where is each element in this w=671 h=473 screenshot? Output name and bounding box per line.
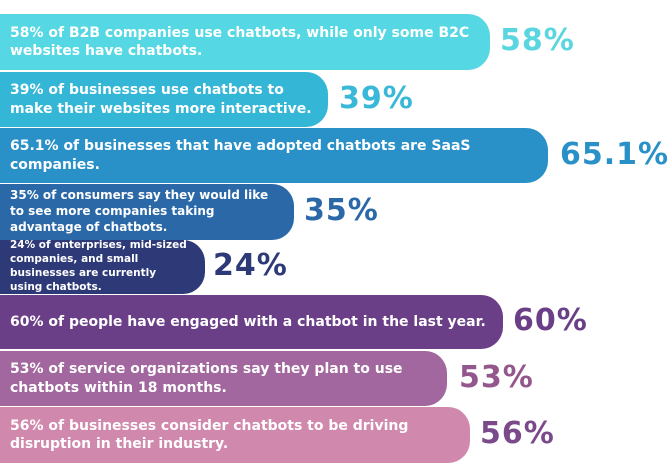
bar-8: 56% of businesses consider chatbots to b… (0, 407, 470, 463)
bar-2-value-label: 39% (339, 80, 414, 116)
bar-1-text: 58% of B2B companies use chatbots, while… (10, 24, 470, 59)
bar-6: 60% of people have engaged with a chatbo… (0, 295, 503, 349)
bar-3-value-label: 65.1% (560, 136, 670, 172)
bar-2: 39% of businesses use chatbots to make t… (0, 72, 328, 127)
bar-8-value-label: 56% (480, 416, 555, 452)
bar-3-text: 65.1% of businesses that have adopted ch… (10, 138, 471, 173)
bar-5-text: 24% of enterprises, mid-sized companies,… (10, 239, 187, 293)
bar-7: 53% of service organizations say they pl… (0, 351, 447, 406)
bar-7-text: 53% of service organizations say they pl… (10, 361, 403, 396)
bar-6-value-label: 60% (513, 303, 588, 339)
bar-1-value-label: 58% (500, 23, 575, 59)
bar-4-value-label: 35% (304, 193, 379, 229)
bar-4: 35% of consumers say they would like to … (0, 184, 294, 240)
bar-1: 58% of B2B companies use chatbots, while… (0, 14, 490, 70)
bar-6-text: 60% of people have engaged with a chatbo… (10, 313, 486, 330)
bar-7-value-label: 53% (459, 359, 534, 395)
bar-5-value-label: 24% (213, 248, 288, 284)
bar-3: 65.1% of businesses that have adopted ch… (0, 128, 548, 183)
bar-4-text: 35% of consumers say they would like to … (10, 188, 269, 234)
bar-2-text: 39% of businesses use chatbots to make t… (10, 82, 312, 117)
bar-5: 24% of enterprises, mid-sized companies,… (0, 239, 205, 294)
bar-8-text: 56% of businesses consider chatbots to b… (10, 417, 409, 452)
